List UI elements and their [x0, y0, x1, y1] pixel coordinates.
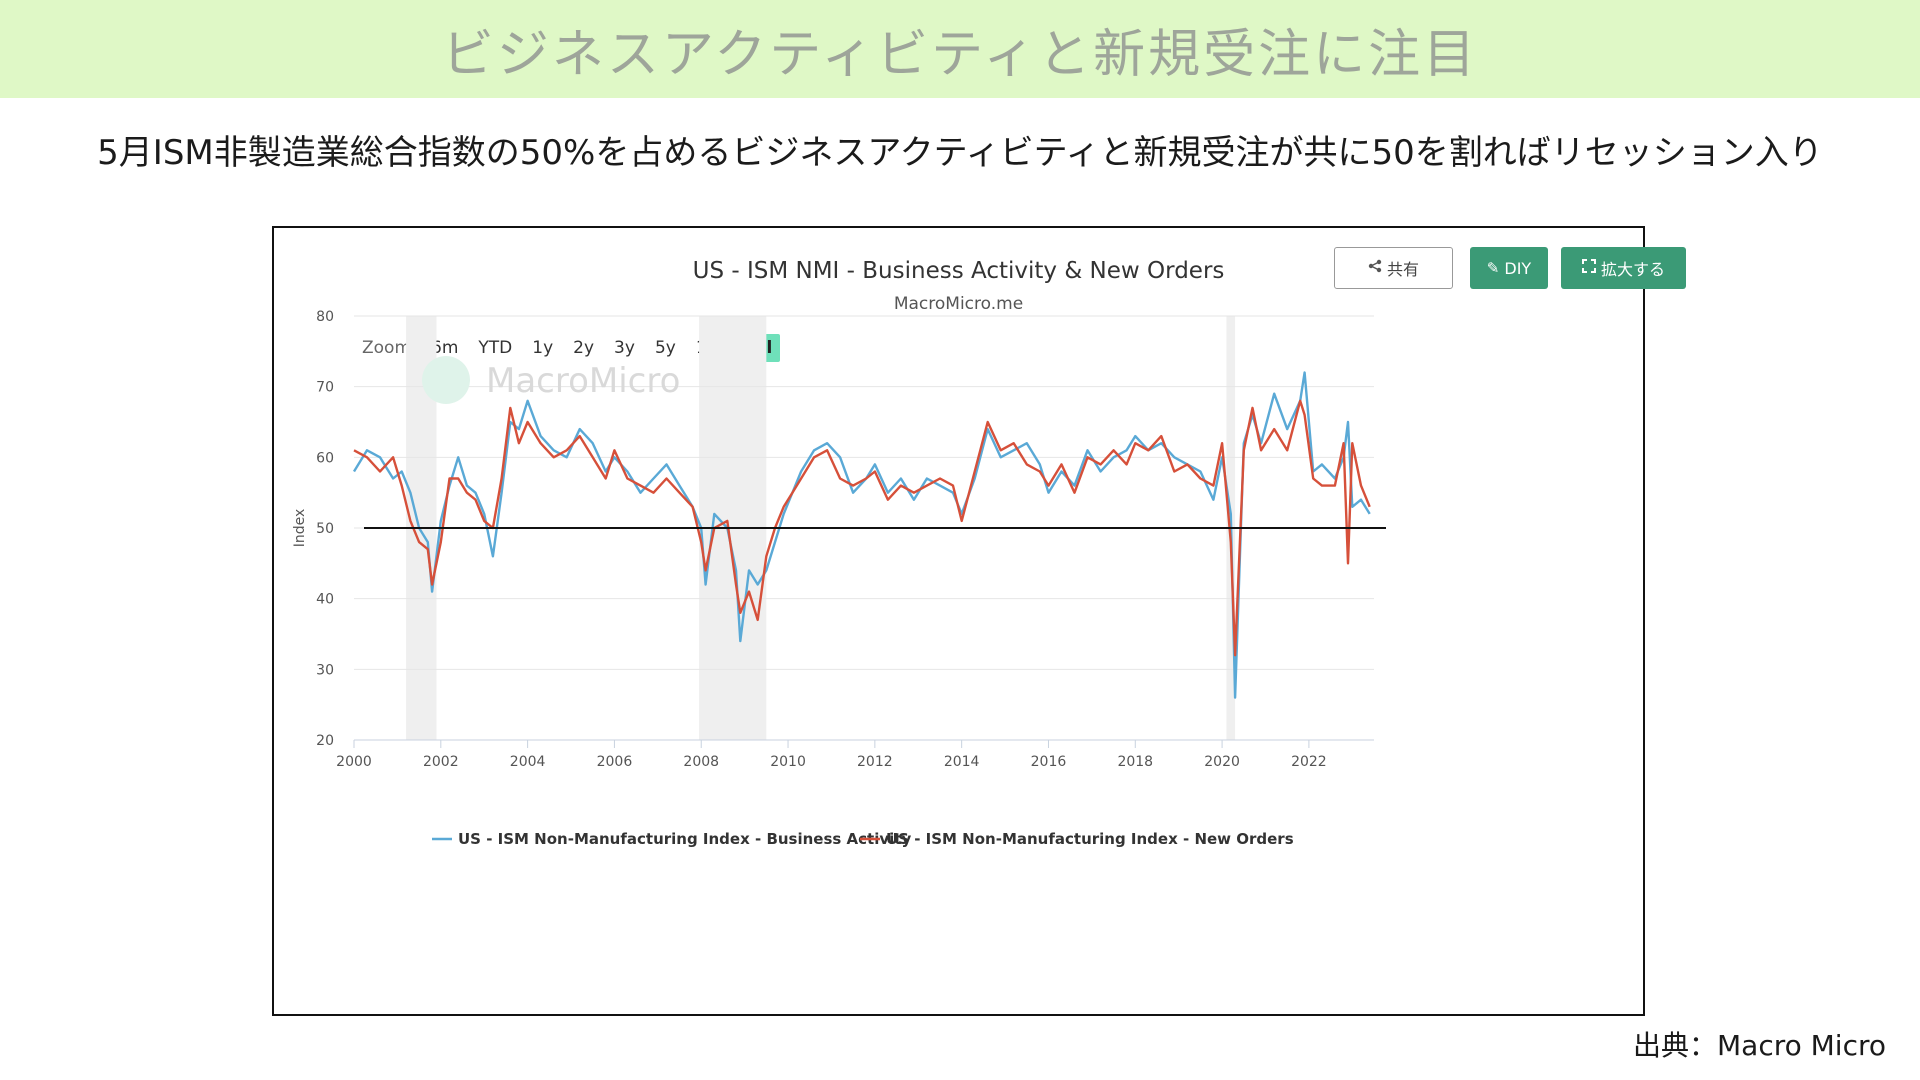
- zoom-option-3y[interactable]: 3y: [614, 338, 635, 358]
- banner-title: ビジネスアクティビティと新規受注に注目: [441, 24, 1479, 85]
- x-tick-label: 2002: [423, 754, 459, 770]
- y-tick-label: 80: [316, 309, 334, 325]
- y-tick-label: 50: [316, 521, 334, 537]
- legend-label: US - ISM Non-Manufacturing Index - New O…: [886, 830, 1294, 848]
- chart-frame: US - ISM NMI - Business Activity & New O…: [272, 226, 1686, 1016]
- x-tick-label: 2004: [510, 754, 546, 770]
- zoom-option-5y[interactable]: 5y: [654, 338, 676, 358]
- y-tick-label: 40: [316, 592, 334, 608]
- series-line-new-orders: [353, 399, 1371, 657]
- chart-subtitle: MacroMicro.me: [893, 294, 1024, 314]
- share-button[interactable]: 共有: [1334, 247, 1453, 289]
- source-credit: 出典：Macro Micro: [1633, 1029, 1886, 1062]
- x-tick-label: 2012: [857, 754, 893, 770]
- diy-button[interactable]: ✎ DIY: [1470, 247, 1548, 289]
- zoom-option-ytd[interactable]: YTD: [478, 338, 513, 358]
- zoom-label: Zoom: [362, 338, 412, 358]
- watermark-logo-icon: [422, 356, 470, 404]
- pencil-icon: ✎: [1486, 259, 1500, 277]
- y-tick-label: 30: [316, 662, 334, 678]
- x-tick-label: 2016: [1031, 754, 1067, 770]
- x-tick-label: 2010: [770, 754, 806, 770]
- zoom-option-1y[interactable]: 1y: [532, 338, 554, 358]
- legend-label: US - ISM Non-Manufacturing Index - Busin…: [458, 830, 911, 848]
- chart-plot: 20 30 40 50 60 70 80 2000 2002 2004 2006 2008 2010 20…: [292, 309, 1386, 848]
- page-subtitle: 5月ISM非製造業総合指数の50%を占めるビジネスアクティビティと新規受注が共に…: [97, 133, 1823, 173]
- series-line-business-activity: [352, 371, 1371, 699]
- diy-label: DIY: [1504, 258, 1532, 278]
- x-tick-label: 2008: [683, 754, 719, 770]
- x-tick-label: 2018: [1117, 754, 1153, 770]
- x-tick-label: 2000: [336, 754, 372, 770]
- x-tick-label: 2022: [1291, 754, 1327, 770]
- watermark-text: MacroMicro: [486, 361, 680, 401]
- share-icon: [1368, 259, 1382, 277]
- page-banner: ビジネスアクティビティと新規受注に注目: [0, 0, 1920, 98]
- x-tick-label: 2020: [1204, 754, 1240, 770]
- y-axis-label: Index: [292, 509, 308, 548]
- x-tick-label: 2006: [597, 754, 633, 770]
- share-label: 共有: [1386, 260, 1419, 279]
- y-tick-label: 20: [316, 733, 334, 749]
- chart-title: US - ISM NMI - Business Activity & New O…: [692, 258, 1225, 284]
- y-tick-label: 70: [316, 380, 334, 396]
- expand-label: 拡大する: [1600, 260, 1665, 279]
- expand-button[interactable]: 拡大する: [1561, 247, 1686, 289]
- y-tick-label: 60: [316, 450, 334, 466]
- zoom-option-2y[interactable]: 2y: [573, 338, 595, 358]
- zoom-option-6m[interactable]: 6m: [431, 338, 459, 358]
- x-tick-label: 2014: [944, 754, 980, 770]
- expand-icon: [1581, 259, 1596, 277]
